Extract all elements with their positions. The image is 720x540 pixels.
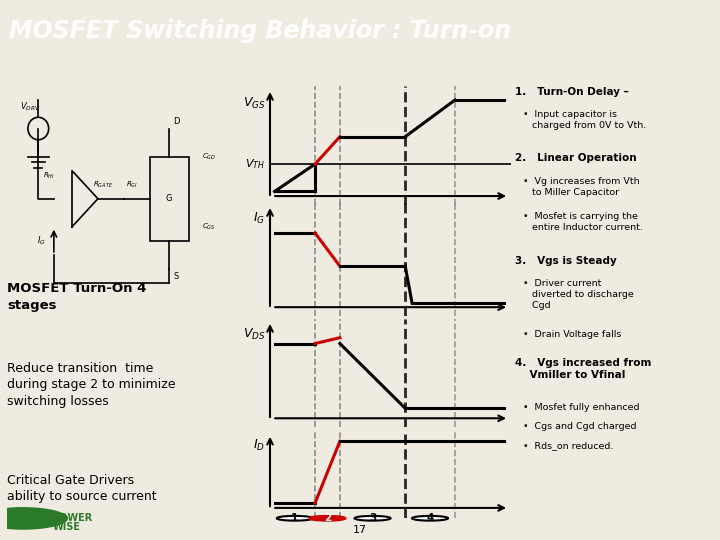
Text: MOSFET Turn-On 4
stages: MOSFET Turn-On 4 stages xyxy=(7,282,147,312)
Text: 4: 4 xyxy=(426,513,433,523)
Text: $R_{GATE}$: $R_{GATE}$ xyxy=(93,180,113,190)
Text: G: G xyxy=(166,194,173,203)
Text: •  Driver current
   diverted to discharge
   Cgd: • Driver current diverted to discharge C… xyxy=(523,279,634,309)
Text: •  Cgs and Cgd charged: • Cgs and Cgd charged xyxy=(523,422,636,431)
Text: $I_D$: $I_D$ xyxy=(253,438,266,453)
Text: $V_{GS}$: $V_{GS}$ xyxy=(243,96,266,111)
Text: POWER: POWER xyxy=(53,514,93,523)
Circle shape xyxy=(310,516,346,521)
Text: 3: 3 xyxy=(369,513,376,523)
Text: $C_{GD}$: $C_{GD}$ xyxy=(202,152,216,161)
Text: $R_{GI}$: $R_{GI}$ xyxy=(125,180,138,190)
Text: $I_G$: $I_G$ xyxy=(253,211,266,226)
Circle shape xyxy=(0,507,68,530)
Text: •  Rds_on reduced.: • Rds_on reduced. xyxy=(523,442,613,450)
Text: D: D xyxy=(173,117,179,126)
Text: •  Mosfet is carrying the
   entire Inductor current.: • Mosfet is carrying the entire Inductor… xyxy=(523,212,643,232)
Text: 4.   Vgs increased from
    Vmiller to Vfinal: 4. Vgs increased from Vmiller to Vfinal xyxy=(515,358,651,380)
Text: 1: 1 xyxy=(291,513,298,523)
Text: Critical Gate Drivers
ability to source current: Critical Gate Drivers ability to source … xyxy=(7,474,157,503)
Text: 2.   Linear Operation: 2. Linear Operation xyxy=(515,153,636,164)
Text: 2: 2 xyxy=(324,513,331,523)
Text: 17: 17 xyxy=(353,524,367,535)
Text: $V_{DRV}$: $V_{DRV}$ xyxy=(20,100,41,113)
Circle shape xyxy=(276,516,312,521)
Text: $I_G$: $I_G$ xyxy=(37,234,46,247)
Text: MOSFET Switching Behavior : Turn-on: MOSFET Switching Behavior : Turn-on xyxy=(9,19,510,43)
Circle shape xyxy=(412,516,448,521)
Text: $R_{HI}$: $R_{HI}$ xyxy=(43,171,55,181)
Text: •  Vg increases from Vth
   to Miller Capacitor: • Vg increases from Vth to Miller Capaci… xyxy=(523,177,639,197)
Text: •  Mosfet fully enhanced: • Mosfet fully enhanced xyxy=(523,403,639,411)
Text: Reduce transition  time
during stage 2 to minimize
switching losses: Reduce transition time during stage 2 to… xyxy=(7,362,176,408)
Text: S: S xyxy=(173,272,179,281)
Text: $V_{DS}$: $V_{DS}$ xyxy=(243,327,266,342)
Circle shape xyxy=(354,516,391,521)
Text: •  Drain Voltage falls: • Drain Voltage falls xyxy=(523,330,621,340)
Text: $C_{GS}$: $C_{GS}$ xyxy=(202,222,215,232)
Text: 3.   Vgs is Steady: 3. Vgs is Steady xyxy=(515,256,616,266)
Text: •  Input capacitor is
   charged from 0V to Vth.: • Input capacitor is charged from 0V to … xyxy=(523,110,647,130)
Bar xyxy=(150,157,189,241)
Text: 1.   Turn-On Delay –: 1. Turn-On Delay – xyxy=(515,86,629,97)
Text: $V_{TH}$: $V_{TH}$ xyxy=(246,157,266,171)
Text: WISE: WISE xyxy=(53,523,81,532)
